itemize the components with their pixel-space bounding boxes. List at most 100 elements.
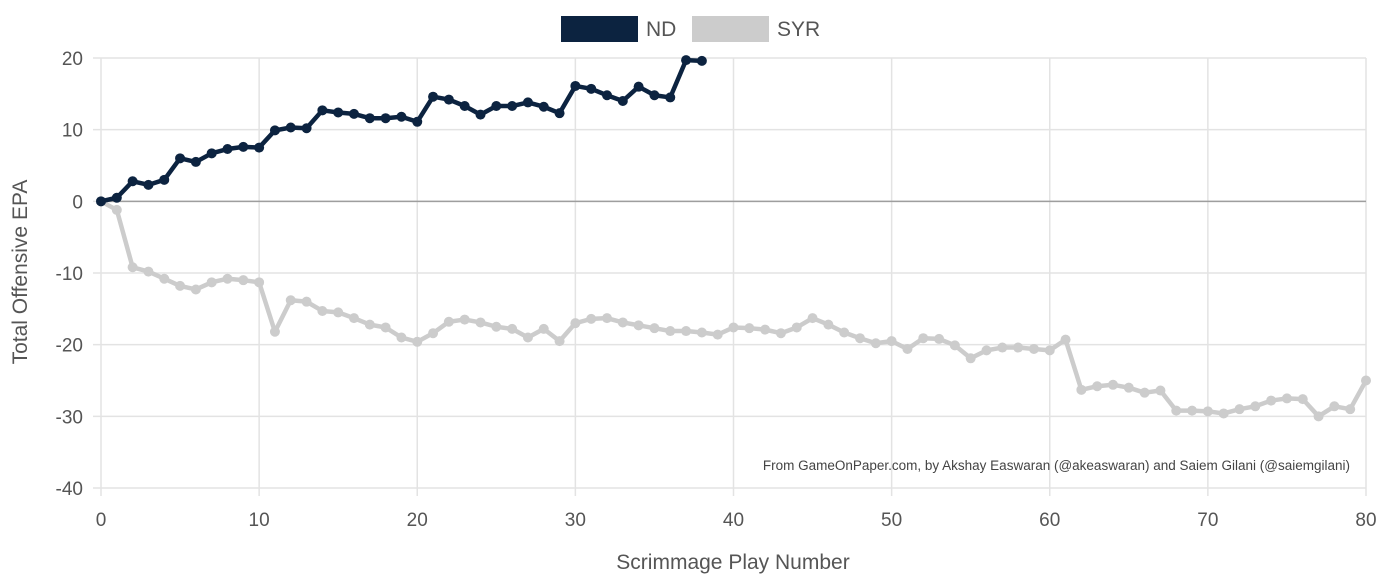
data-point-nd[interactable] (649, 90, 660, 101)
data-point-nd[interactable] (428, 91, 439, 102)
data-point-nd[interactable] (507, 101, 518, 112)
data-point-syr[interactable] (1060, 334, 1071, 345)
data-point-syr[interactable] (111, 204, 122, 215)
data-point-nd[interactable] (238, 141, 249, 152)
legend-item-nd[interactable]: ND (561, 16, 676, 42)
data-point-syr[interactable] (1123, 382, 1134, 393)
data-point-nd[interactable] (159, 174, 170, 185)
data-point-syr[interactable] (206, 277, 217, 288)
data-point-syr[interactable] (491, 321, 502, 332)
data-point-syr[interactable] (333, 307, 344, 318)
data-point-nd[interactable] (396, 111, 407, 122)
data-point-syr[interactable] (364, 319, 375, 330)
data-point-nd[interactable] (633, 81, 644, 92)
data-point-syr[interactable] (175, 280, 186, 291)
data-point-syr[interactable] (554, 336, 565, 347)
data-point-syr[interactable] (1076, 384, 1087, 395)
data-point-syr[interactable] (981, 345, 992, 356)
data-point-syr[interactable] (918, 333, 929, 344)
data-point-syr[interactable] (269, 326, 280, 337)
data-point-syr[interactable] (1250, 401, 1261, 412)
data-point-nd[interactable] (254, 142, 265, 153)
data-point-syr[interactable] (143, 266, 154, 277)
data-point-syr[interactable] (396, 332, 407, 343)
data-point-syr[interactable] (443, 316, 454, 327)
data-point-syr[interactable] (1028, 343, 1039, 354)
data-point-syr[interactable] (902, 343, 913, 354)
data-point-nd[interactable] (696, 55, 707, 66)
data-point-syr[interactable] (1329, 401, 1340, 412)
data-point-syr[interactable] (190, 284, 201, 295)
data-point-syr[interactable] (507, 323, 518, 334)
data-point-syr[interactable] (807, 313, 818, 324)
data-point-syr[interactable] (1187, 405, 1198, 416)
data-point-nd[interactable] (222, 144, 233, 155)
data-point-nd[interactable] (364, 113, 375, 124)
data-point-syr[interactable] (1202, 406, 1213, 417)
data-point-syr[interactable] (1218, 408, 1229, 419)
data-point-nd[interactable] (681, 55, 692, 66)
data-point-syr[interactable] (254, 277, 265, 288)
data-point-syr[interactable] (475, 317, 486, 328)
data-point-syr[interactable] (886, 336, 897, 347)
data-point-syr[interactable] (617, 317, 628, 328)
data-point-nd[interactable] (143, 179, 154, 190)
data-point-syr[interactable] (696, 327, 707, 338)
data-point-syr[interactable] (380, 322, 391, 333)
data-point-syr[interactable] (159, 273, 170, 284)
data-point-syr[interactable] (1092, 381, 1103, 392)
data-point-syr[interactable] (301, 296, 312, 307)
data-point-syr[interactable] (1297, 394, 1308, 405)
data-point-syr[interactable] (522, 332, 533, 343)
data-point-syr[interactable] (1171, 405, 1182, 416)
data-point-syr[interactable] (1345, 404, 1356, 415)
data-point-nd[interactable] (665, 92, 676, 103)
data-point-syr[interactable] (1044, 345, 1055, 356)
legend-item-syr[interactable]: SYR (692, 16, 820, 42)
data-point-nd[interactable] (317, 105, 328, 116)
data-point-syr[interactable] (728, 322, 739, 333)
data-point-nd[interactable] (380, 113, 391, 124)
data-point-syr[interactable] (791, 322, 802, 333)
data-point-syr[interactable] (760, 324, 771, 335)
data-point-nd[interactable] (206, 148, 217, 159)
data-point-nd[interactable] (127, 176, 138, 187)
data-point-nd[interactable] (475, 109, 486, 120)
data-point-syr[interactable] (1361, 375, 1371, 386)
data-point-syr[interactable] (538, 323, 549, 334)
data-point-syr[interactable] (1266, 395, 1277, 406)
data-point-syr[interactable] (855, 333, 865, 344)
data-point-syr[interactable] (127, 262, 138, 273)
data-point-nd[interactable] (333, 107, 344, 118)
data-point-syr[interactable] (633, 320, 644, 331)
data-point-syr[interactable] (823, 319, 834, 330)
data-point-syr[interactable] (459, 314, 470, 325)
data-point-syr[interactable] (428, 328, 439, 339)
data-point-nd[interactable] (269, 125, 280, 136)
data-point-nd[interactable] (412, 116, 423, 127)
data-point-syr[interactable] (949, 340, 960, 351)
data-point-syr[interactable] (1139, 387, 1150, 398)
data-point-syr[interactable] (1234, 404, 1245, 415)
legend[interactable]: ND SYR (561, 16, 820, 42)
data-point-nd[interactable] (459, 101, 470, 112)
data-point-syr[interactable] (1313, 411, 1324, 422)
data-point-syr[interactable] (238, 275, 249, 286)
data-point-syr[interactable] (965, 353, 976, 364)
data-point-nd[interactable] (602, 90, 612, 101)
data-point-nd[interactable] (554, 108, 565, 119)
data-point-nd[interactable] (96, 196, 106, 207)
data-point-syr[interactable] (681, 326, 692, 337)
data-point-syr[interactable] (934, 333, 945, 344)
data-point-syr[interactable] (712, 329, 723, 340)
data-point-nd[interactable] (349, 108, 359, 119)
data-point-syr[interactable] (412, 336, 423, 347)
data-point-syr[interactable] (317, 305, 328, 316)
data-point-syr[interactable] (222, 273, 233, 284)
data-point-syr[interactable] (285, 295, 296, 306)
data-point-syr[interactable] (570, 318, 581, 329)
data-point-syr[interactable] (586, 313, 597, 324)
data-point-syr[interactable] (665, 326, 676, 337)
data-point-syr[interactable] (602, 313, 612, 324)
data-point-nd[interactable] (586, 83, 597, 94)
